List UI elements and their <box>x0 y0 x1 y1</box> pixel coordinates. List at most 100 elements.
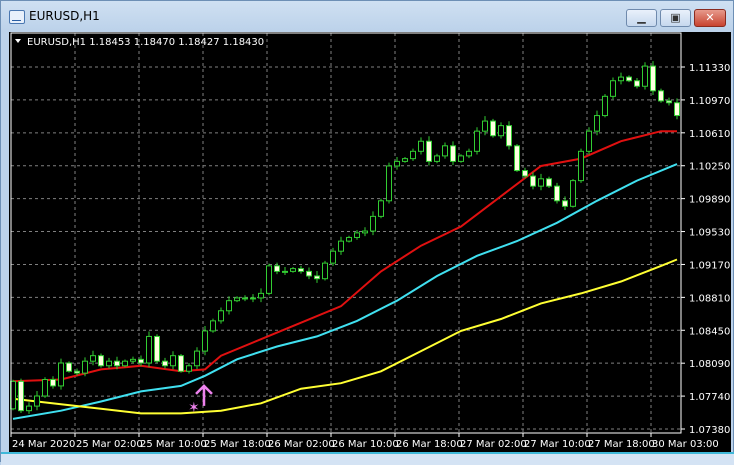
candle <box>234 296 240 303</box>
candle <box>394 156 400 170</box>
chart-menu-triangle-icon[interactable] <box>15 39 21 43</box>
candle <box>306 267 312 280</box>
moving-average-line <box>12 163 678 420</box>
candle-body <box>202 330 208 352</box>
candle-body <box>258 292 264 299</box>
window-title: EURUSD,H1 <box>29 9 100 23</box>
candle-body <box>314 275 320 280</box>
candle <box>330 247 336 266</box>
candle <box>26 402 32 414</box>
moving-average-line <box>12 130 677 383</box>
candle-body <box>34 395 40 407</box>
candle <box>194 347 200 369</box>
candle-body <box>482 120 488 132</box>
candle-body <box>42 379 48 397</box>
moving-average-line <box>12 258 678 415</box>
candle <box>378 198 384 219</box>
maximize-button[interactable]: ▣ <box>660 9 691 27</box>
candle <box>482 116 488 136</box>
buy-arrow-icon <box>195 384 213 406</box>
price-label: 1.11330 <box>689 63 730 74</box>
candle <box>258 288 264 303</box>
candle <box>610 77 616 100</box>
candle-body <box>210 320 216 332</box>
candle-body <box>298 268 304 272</box>
minimize-button[interactable]: ▁ <box>626 9 657 27</box>
candle <box>146 331 152 368</box>
candle <box>58 358 64 390</box>
close-button[interactable]: ✕ <box>694 9 726 27</box>
candle <box>274 262 280 275</box>
chart-canvas[interactable]: ✶ 1.11330 1.10970 1.10610 1.10250 1.09890 1.09… <box>9 32 731 452</box>
price-label: 1.09170 <box>689 260 730 271</box>
candle <box>466 148 472 159</box>
candle <box>226 296 232 315</box>
candle <box>266 263 272 296</box>
candle-body <box>106 360 112 367</box>
candle-body <box>90 355 96 362</box>
candle-body <box>458 155 464 162</box>
candle-body <box>186 365 192 372</box>
time-label: 26 Mar 18:00 <box>396 439 463 450</box>
candle-body <box>130 358 136 362</box>
price-chart[interactable]: ✶ 1.11330 1.10970 1.10610 1.10250 1.09890 1.09… <box>9 32 731 452</box>
candle <box>458 154 464 163</box>
price-label: 1.08450 <box>689 326 730 337</box>
title-bar[interactable]: EURUSD,H1 ▁ ▣ ✕ <box>1 1 733 31</box>
candle-body <box>362 230 368 234</box>
candle <box>362 227 368 237</box>
price-label: 1.08090 <box>689 359 730 370</box>
candle-body <box>426 140 432 162</box>
time-label: 27 Mar 10:00 <box>524 439 591 450</box>
candle-body <box>442 145 448 157</box>
candle <box>386 162 392 204</box>
candle-body <box>514 145 520 172</box>
candle-body <box>578 150 584 182</box>
candle-body <box>434 155 440 162</box>
candle-body <box>466 150 472 157</box>
candle <box>186 363 192 374</box>
candle-body <box>618 76 624 82</box>
candle <box>290 266 296 273</box>
candle <box>210 318 216 333</box>
price-label: 1.08810 <box>689 293 730 304</box>
candle <box>122 359 128 368</box>
candle-body <box>562 200 568 207</box>
candle-body <box>114 360 120 367</box>
candle <box>98 353 104 368</box>
price-label: 1.07740 <box>689 392 730 403</box>
candle <box>642 62 648 90</box>
candle <box>674 98 680 120</box>
candle-body <box>26 405 32 412</box>
candle-body <box>290 268 296 272</box>
candle-body <box>386 165 392 202</box>
candle <box>66 361 72 373</box>
candle-body <box>554 185 560 202</box>
candle-body <box>634 80 640 87</box>
candle-body <box>98 355 104 367</box>
candle-body <box>666 100 672 104</box>
candle-body <box>378 200 384 217</box>
time-label: 30 Mar 03:00 <box>652 439 719 450</box>
candle-body <box>66 362 72 372</box>
candle-body <box>530 175 536 187</box>
candle-body <box>138 358 144 364</box>
time-label: 26 Mar 10:00 <box>332 439 399 450</box>
candle <box>562 196 568 210</box>
candle-body <box>610 80 616 97</box>
candle <box>538 173 544 191</box>
candle-body <box>282 270 288 273</box>
candle-body <box>306 270 312 277</box>
candle <box>178 354 184 373</box>
candle <box>74 368 80 376</box>
chart-header: EURUSD,H1 1.18453 1.18470 1.18427 1.1843… <box>27 37 264 48</box>
chart-window-icon <box>9 10 25 24</box>
candle <box>650 61 656 95</box>
candle <box>42 377 48 398</box>
plot-border <box>10 32 682 434</box>
minimize-icon: ▁ <box>637 11 646 24</box>
time-label: 25 Mar 10:00 <box>140 439 207 450</box>
candle-body <box>490 120 496 137</box>
candle-body <box>330 250 336 264</box>
candle-body <box>370 215 376 232</box>
